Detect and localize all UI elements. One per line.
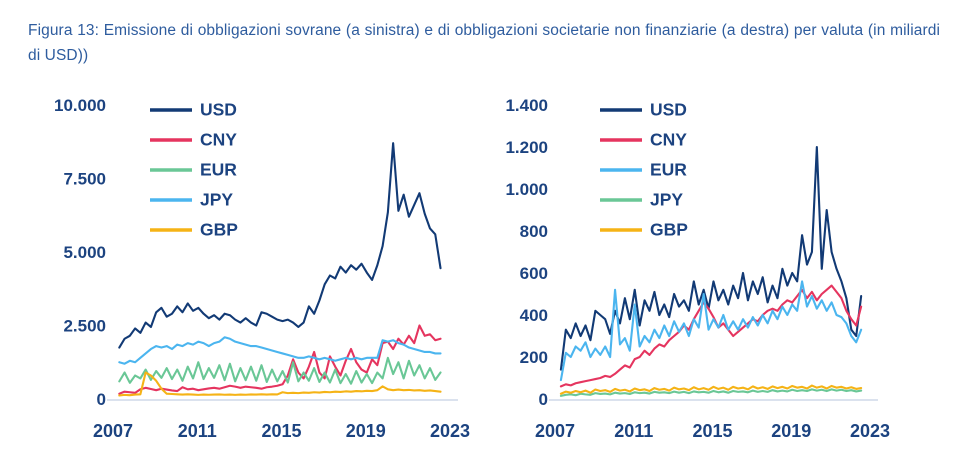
y-axis-tick-label: 7.500 (63, 170, 106, 189)
series-line-usd (118, 142, 442, 349)
series-line-cny (559, 284, 863, 388)
y-axis-tick-label: 0 (97, 390, 106, 409)
legend-label-eur: EUR (200, 160, 237, 180)
x-axis-tick-label: 2007 (535, 421, 575, 441)
x-axis-tick-label: 2015 (692, 421, 732, 441)
corporate-bond-issuance-chart: 0 200 400 600 800 1.000 1.200 1.400 2007 2011 2015… (505, 96, 890, 441)
chart-panel-corporate: 0 200 400 600 800 1.000 1.200 1.400 2007 2011 2015… (470, 80, 954, 450)
sovereign-bond-issuance-chart: 0 2.500 5.000 7.500 10.000 2007 2011 2015 2019 20… (54, 96, 470, 441)
x-axis-tick-label: 2019 (346, 421, 386, 441)
y-axis-tick-label: 1.000 (505, 180, 548, 199)
series-line-cny (118, 324, 442, 395)
legend-label-usd: USD (200, 100, 237, 120)
series-line-usd (559, 145, 863, 371)
y-axis-tick-label: 0 (539, 390, 548, 409)
series-line-eur (559, 280, 863, 382)
series-line-jpy (118, 336, 442, 365)
x-axis-tick-label: 2019 (771, 421, 811, 441)
x-axis-tick-label: 2011 (178, 421, 217, 441)
y-axis-tick-label: 400 (520, 306, 548, 325)
legend-label-gbp: GBP (200, 220, 238, 240)
series-line-gbp (559, 384, 863, 395)
legend-label-jpy: JPY (200, 190, 233, 210)
series-line-jpy (559, 388, 863, 397)
y-axis-tick-label: 10.000 (54, 96, 106, 115)
x-axis-tick-label: 2015 (261, 421, 301, 441)
y-axis-tick-label: 1.400 (505, 96, 548, 115)
x-axis-tick-label: 2023 (850, 421, 890, 441)
legend-label-jpy: JPY (650, 190, 683, 210)
y-axis-tick-label: 1.200 (505, 138, 548, 157)
series-line-gbp (118, 371, 442, 397)
x-axis-tick-label: 2023 (430, 421, 470, 441)
figure-title: Figura 13: Emissione di obbligazioni sov… (28, 22, 940, 64)
legend-label-cny: CNY (650, 130, 687, 150)
x-axis-tick-label: 2011 (614, 421, 653, 441)
x-axis-tick-label: 2007 (93, 421, 133, 441)
y-axis-tick-label: 200 (520, 348, 548, 367)
y-axis-tick-label: 5.000 (63, 243, 106, 262)
series-line-eur (118, 356, 442, 385)
y-axis-tick-label: 2.500 (63, 317, 106, 336)
chart-panel-sovereign: 0 2.500 5.000 7.500 10.000 2007 2011 2015 2019 20… (10, 80, 480, 450)
y-axis-tick-label: 600 (520, 264, 548, 283)
y-axis-tick-label: 800 (520, 222, 548, 241)
legend-label-usd: USD (650, 100, 687, 120)
legend-label-cny: CNY (200, 130, 237, 150)
legend-label-eur: EUR (650, 160, 687, 180)
legend-label-gbp: GBP (650, 220, 688, 240)
